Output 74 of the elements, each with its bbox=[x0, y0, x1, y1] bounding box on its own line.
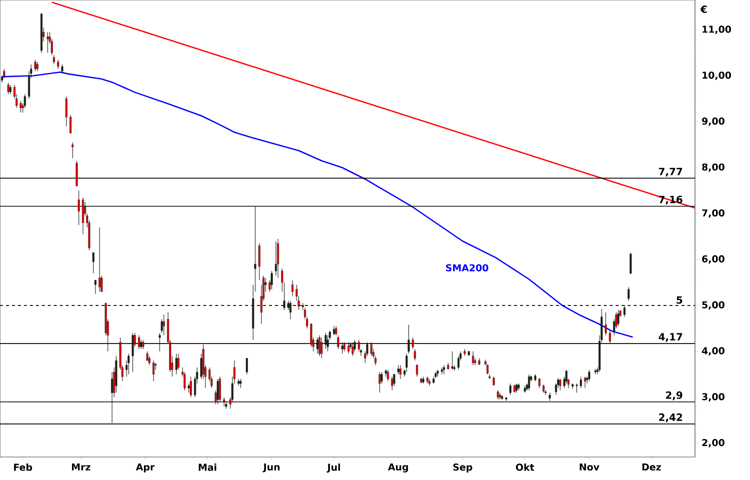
candlestick bbox=[399, 364, 402, 380]
candlestick bbox=[333, 326, 336, 336]
y-axis-title: € bbox=[700, 5, 707, 14]
candlestick bbox=[451, 351, 454, 370]
candlestick bbox=[160, 318, 163, 334]
y-tick-label: 8,00 bbox=[702, 163, 724, 172]
candlestick bbox=[576, 383, 578, 393]
candlestick bbox=[397, 364, 400, 375]
y-tick-label: 4,00 bbox=[702, 347, 724, 356]
ref-line-label: 2,42 bbox=[659, 413, 682, 422]
candlestick bbox=[270, 270, 273, 290]
candlestick bbox=[274, 240, 277, 276]
series-label: SMA200 bbox=[446, 264, 488, 272]
candlestick bbox=[92, 252, 94, 274]
ref-line-label: 4,17 bbox=[658, 333, 682, 342]
candlestick bbox=[406, 353, 408, 372]
candlestick bbox=[492, 376, 495, 386]
x-tick-label: Okt bbox=[516, 464, 534, 471]
candlestick bbox=[98, 227, 101, 292]
candlestick bbox=[190, 376, 192, 398]
candlestick bbox=[175, 353, 178, 375]
candlestick bbox=[240, 378, 242, 388]
y-tick-label: 11,00 bbox=[702, 26, 732, 34]
x-tick-label: Mai bbox=[198, 464, 216, 471]
ref-line-label: 5 bbox=[676, 296, 682, 304]
y-tick-label: 7,00 bbox=[702, 209, 724, 218]
ref-line-label: 2,9 bbox=[666, 391, 682, 400]
x-tick-label: Mrz bbox=[72, 464, 90, 470]
x-tick-label: Sep bbox=[453, 464, 472, 473]
candlestick bbox=[148, 356, 150, 366]
ref-line-label: 7,77 bbox=[658, 168, 682, 177]
candlestick bbox=[140, 340, 142, 350]
candlestick bbox=[292, 280, 294, 296]
candlestick bbox=[393, 374, 396, 386]
candlestick bbox=[580, 376, 582, 388]
x-tick-label: Feb bbox=[14, 464, 32, 471]
y-tick-label: 3,00 bbox=[702, 393, 724, 402]
candlestick bbox=[246, 358, 248, 375]
x-tick-label: Apr bbox=[136, 464, 155, 472]
x-tick-label: Dez bbox=[642, 464, 661, 471]
candlestick bbox=[318, 335, 320, 356]
y-tick-label: 9,00 bbox=[702, 118, 724, 126]
candlestick bbox=[391, 376, 394, 391]
candlestick bbox=[630, 252, 632, 274]
y-tick-label: 10,00 bbox=[702, 72, 732, 80]
candlestick bbox=[378, 372, 381, 393]
candlestick bbox=[496, 390, 499, 400]
candlestick bbox=[416, 364, 418, 377]
candlestick bbox=[414, 348, 416, 361]
candlestick bbox=[498, 392, 501, 400]
candlestick bbox=[565, 369, 568, 384]
y-tick-label: 5,00 bbox=[702, 301, 724, 310]
candlestick bbox=[486, 364, 489, 375]
candlestick bbox=[146, 351, 148, 361]
candlestick bbox=[458, 356, 460, 370]
candlestick bbox=[509, 383, 512, 396]
x-tick-label: Nov bbox=[580, 464, 600, 471]
candlestick bbox=[617, 310, 620, 326]
x-tick-label: Jul bbox=[326, 464, 340, 473]
candlestick bbox=[258, 243, 260, 280]
x-tick-label: Aug bbox=[388, 464, 408, 472]
candlestick bbox=[94, 280, 96, 294]
candlestick bbox=[428, 378, 430, 386]
candlestick bbox=[184, 372, 186, 391]
candlestick bbox=[335, 326, 338, 336]
candlestick bbox=[277, 238, 279, 278]
candlestick bbox=[628, 286, 630, 302]
y-tick-label: 2,00 bbox=[702, 439, 724, 448]
candlestick bbox=[538, 378, 540, 388]
y-tick-label: 6,00 bbox=[702, 255, 724, 264]
candlestick bbox=[162, 314, 165, 336]
x-tick-label: Jun bbox=[262, 464, 280, 472]
candlestick bbox=[559, 378, 562, 391]
candlestick bbox=[588, 369, 590, 382]
